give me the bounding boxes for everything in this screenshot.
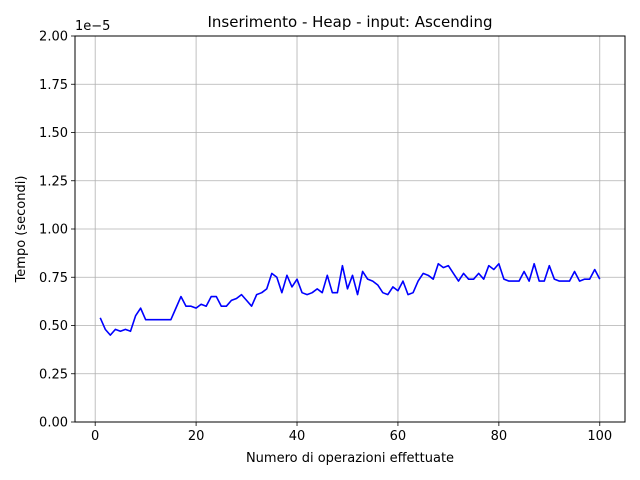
grid xyxy=(75,35,625,423)
x-tick-label: 100 xyxy=(587,429,612,444)
series-line xyxy=(99,262,601,336)
y-tick-label: 1.25 xyxy=(39,174,68,189)
x-tick-label: 40 xyxy=(289,429,306,444)
x-tick-label: 20 xyxy=(188,429,205,444)
y-axis-offset-label: 1e−5 xyxy=(75,19,110,34)
y-tick-label: 0.25 xyxy=(39,367,68,382)
y-tick-label: 0.50 xyxy=(39,319,68,334)
y-tick-label: 0.75 xyxy=(39,271,68,286)
chart-title: Inserimento - Heap - input: Ascending xyxy=(207,13,492,31)
series-layer xyxy=(99,262,601,336)
y-tick-label: 0.00 xyxy=(39,416,68,431)
y-tick-label: 1.75 xyxy=(39,78,68,93)
x-axis-label: Numero di operazioni effettuate xyxy=(246,451,454,466)
y-axis-ticks: 0.00 0.25 0.50 0.75 1.00 1.25 1.50 1.75 2.00 xyxy=(39,30,75,431)
y-tick-label: 1.50 xyxy=(39,126,68,141)
x-tick-label: 80 xyxy=(491,429,508,444)
y-tick-label: 1.00 xyxy=(39,223,68,238)
x-tick-label: 0 xyxy=(91,429,99,444)
y-axis-label: Tempo (secondi) xyxy=(14,176,29,284)
x-tick-label: 60 xyxy=(390,429,407,444)
y-tick-label: 2.00 xyxy=(39,30,68,45)
x-axis-ticks: 0 20 40 60 80 100 xyxy=(91,422,612,444)
